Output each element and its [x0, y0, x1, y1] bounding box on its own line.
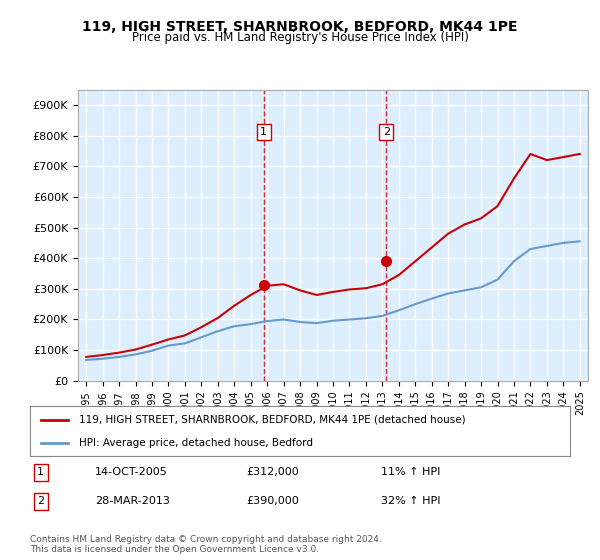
Text: £390,000: £390,000	[246, 496, 299, 506]
Text: £312,000: £312,000	[246, 467, 299, 477]
Text: 32% ↑ HPI: 32% ↑ HPI	[381, 496, 440, 506]
Text: 2: 2	[37, 496, 44, 506]
Text: Price paid vs. HM Land Registry's House Price Index (HPI): Price paid vs. HM Land Registry's House …	[131, 31, 469, 44]
Text: 2: 2	[383, 127, 390, 137]
Text: 14-OCT-2005: 14-OCT-2005	[95, 467, 167, 477]
Text: 119, HIGH STREET, SHARNBROOK, BEDFORD, MK44 1PE: 119, HIGH STREET, SHARNBROOK, BEDFORD, M…	[82, 20, 518, 34]
Text: 28-MAR-2013: 28-MAR-2013	[95, 496, 170, 506]
Text: HPI: Average price, detached house, Bedford: HPI: Average price, detached house, Bedf…	[79, 438, 313, 448]
Text: 119, HIGH STREET, SHARNBROOK, BEDFORD, MK44 1PE (detached house): 119, HIGH STREET, SHARNBROOK, BEDFORD, M…	[79, 414, 465, 424]
Text: Contains HM Land Registry data © Crown copyright and database right 2024.
This d: Contains HM Land Registry data © Crown c…	[30, 535, 382, 554]
Text: 11% ↑ HPI: 11% ↑ HPI	[381, 467, 440, 477]
Text: 1: 1	[37, 467, 44, 477]
Text: 1: 1	[260, 127, 267, 137]
